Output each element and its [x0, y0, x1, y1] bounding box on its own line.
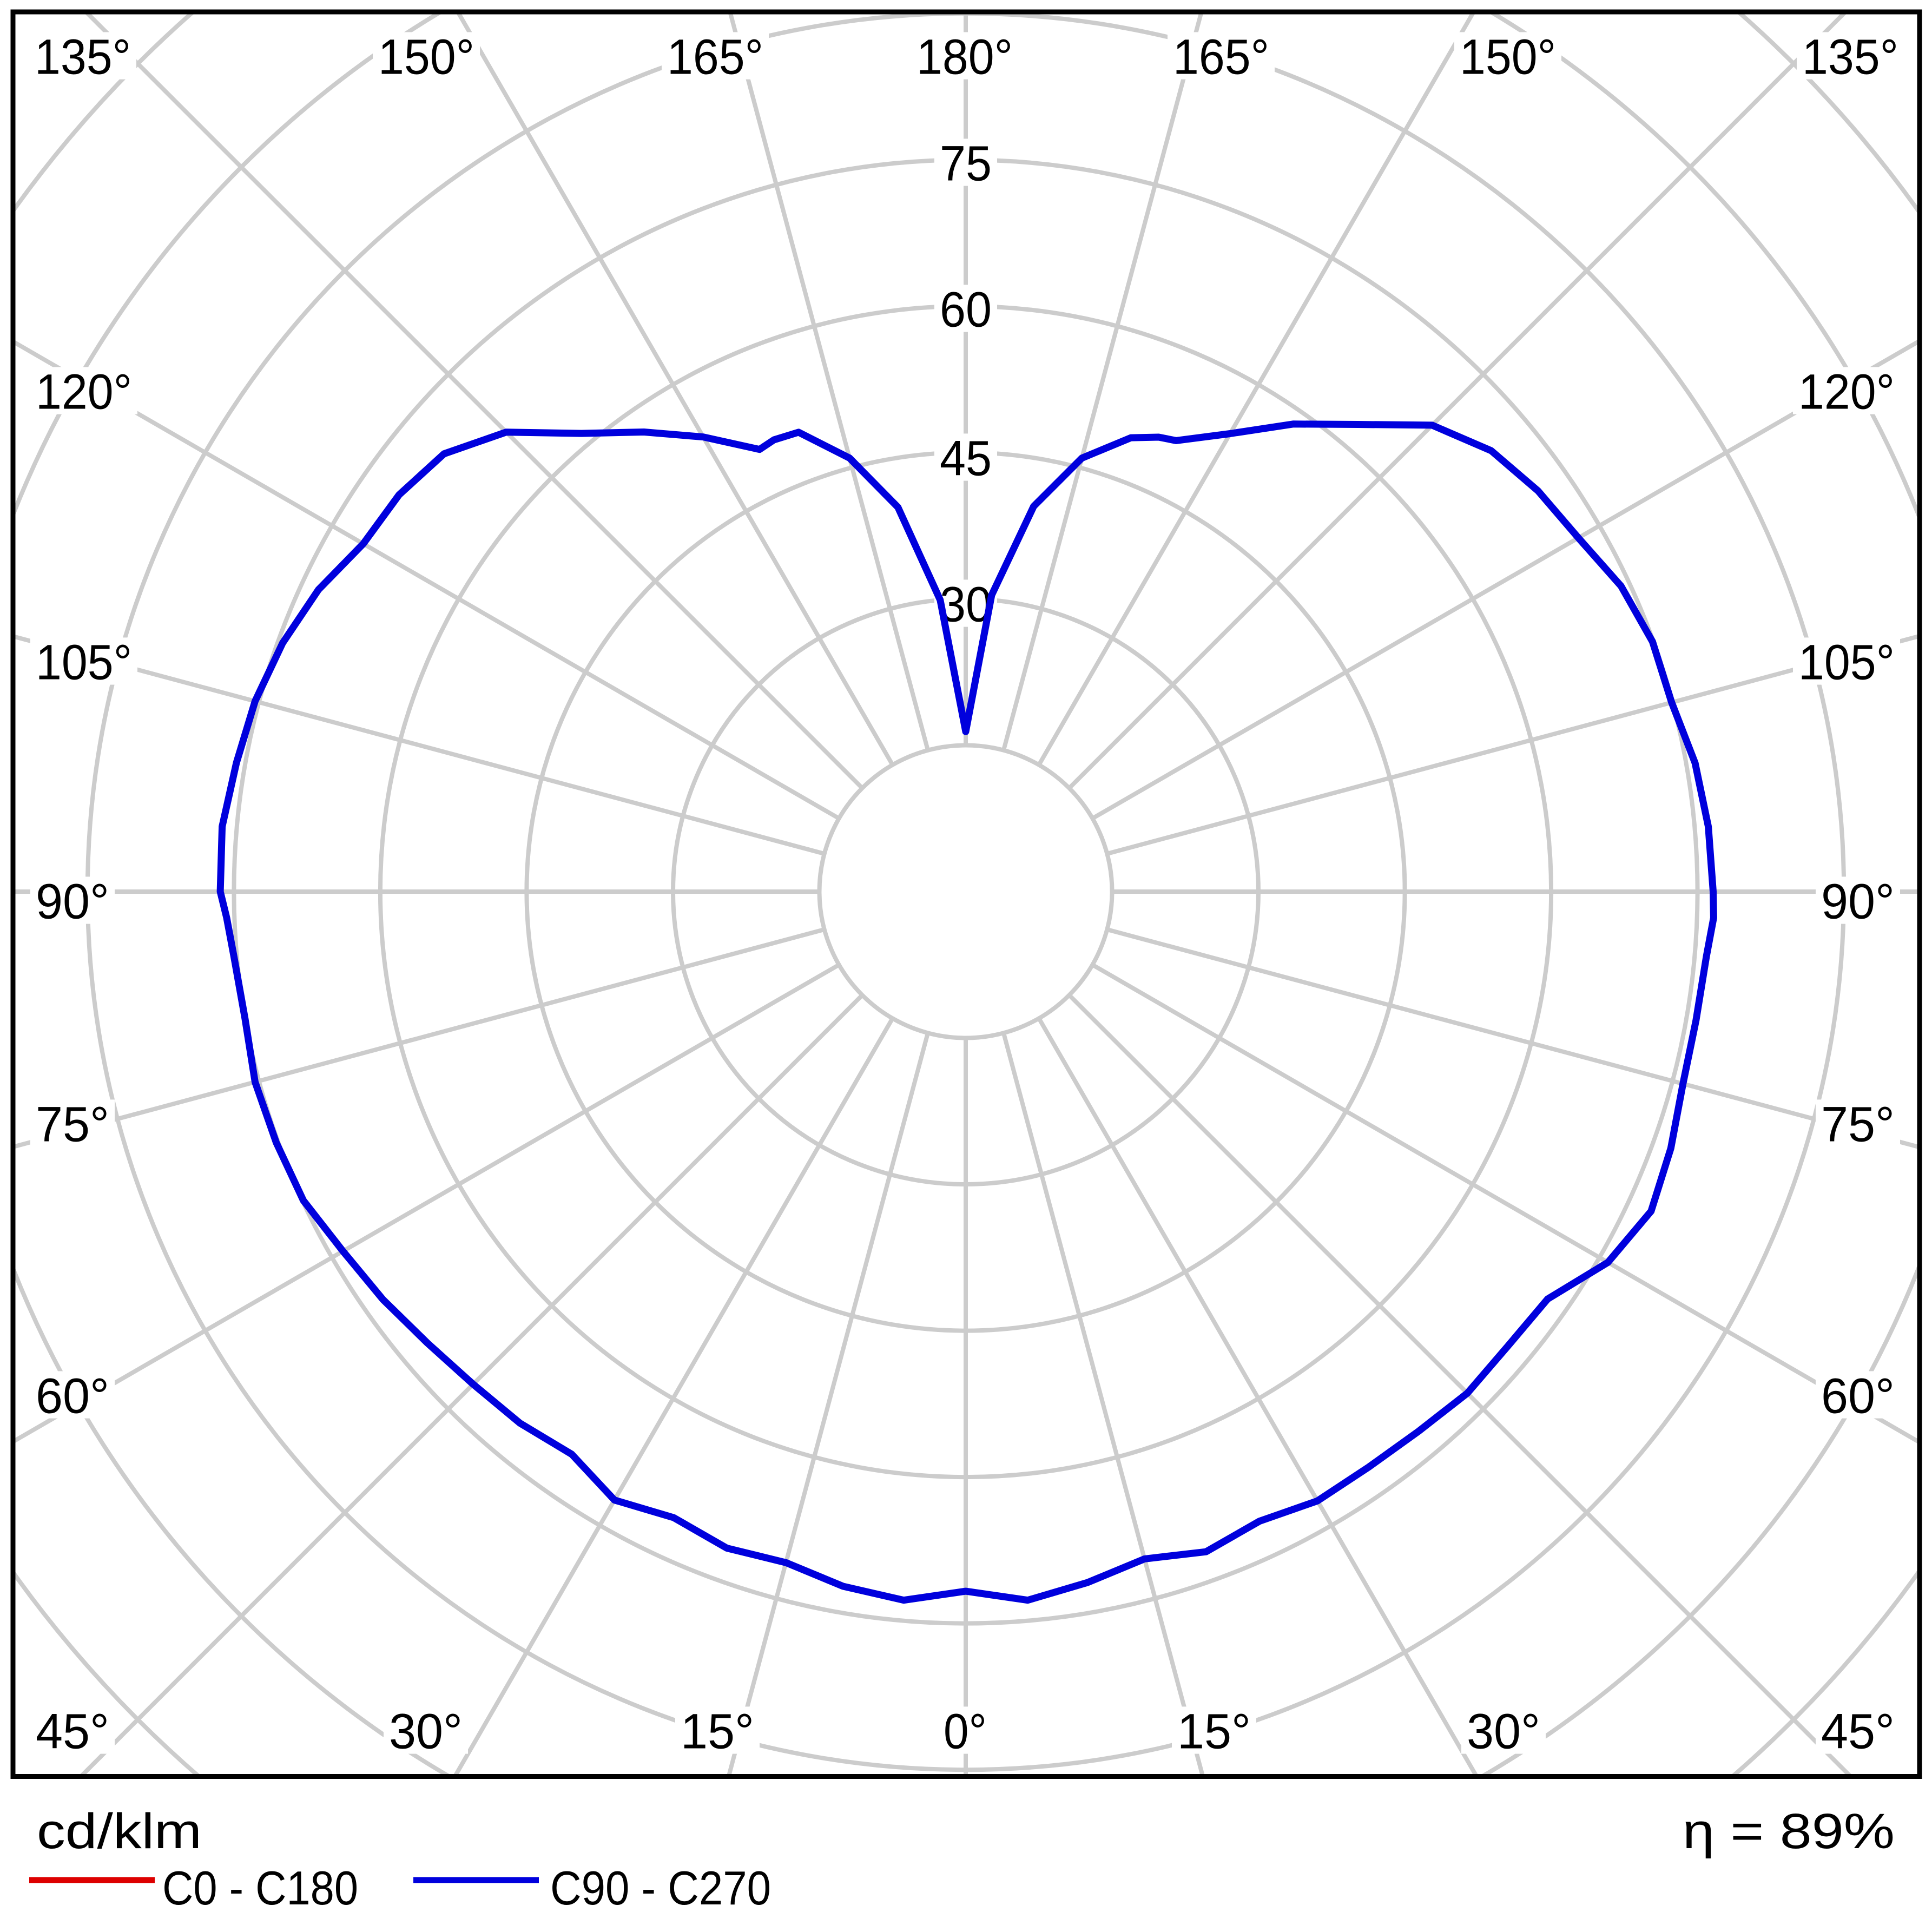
svg-text:45°: 45°: [36, 1704, 109, 1759]
svg-text:cd/klm: cd/klm: [37, 1804, 202, 1859]
svg-text:135°: 135°: [35, 30, 131, 85]
svg-text:η = 89%: η = 89%: [1683, 1804, 1895, 1859]
svg-text:165°: 165°: [667, 30, 763, 85]
svg-text:60°: 60°: [1821, 1369, 1895, 1424]
svg-text:30°: 30°: [389, 1704, 463, 1759]
svg-text:60°: 60°: [36, 1369, 109, 1424]
svg-text:15°: 15°: [1177, 1704, 1251, 1759]
svg-text:75°: 75°: [36, 1097, 109, 1152]
svg-text:75: 75: [940, 136, 992, 192]
svg-text:75°: 75°: [1821, 1097, 1895, 1152]
svg-text:90°: 90°: [36, 874, 109, 929]
svg-text:90°: 90°: [1821, 874, 1895, 929]
svg-text:C0 - C180: C0 - C180: [162, 1861, 358, 1915]
svg-text:105°: 105°: [1798, 635, 1895, 690]
svg-text:30°: 30°: [1467, 1704, 1540, 1759]
svg-text:45: 45: [940, 431, 992, 486]
svg-text:15°: 15°: [681, 1704, 754, 1759]
svg-text:0°: 0°: [944, 1704, 987, 1759]
svg-text:C90 - C270: C90 - C270: [550, 1861, 771, 1915]
svg-text:105°: 105°: [36, 635, 132, 690]
svg-text:165°: 165°: [1173, 30, 1269, 85]
svg-text:135°: 135°: [1802, 30, 1898, 85]
svg-text:150°: 150°: [1460, 30, 1556, 85]
svg-text:180°: 180°: [916, 30, 1013, 85]
svg-text:150°: 150°: [378, 30, 474, 85]
svg-text:120°: 120°: [1798, 365, 1895, 420]
svg-text:120°: 120°: [36, 365, 132, 420]
svg-text:45°: 45°: [1821, 1704, 1895, 1759]
svg-text:60: 60: [940, 282, 992, 338]
